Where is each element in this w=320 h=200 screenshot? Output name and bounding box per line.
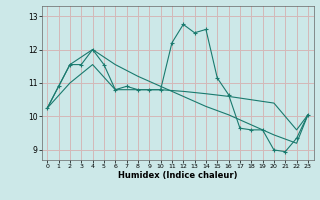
X-axis label: Humidex (Indice chaleur): Humidex (Indice chaleur)	[118, 171, 237, 180]
